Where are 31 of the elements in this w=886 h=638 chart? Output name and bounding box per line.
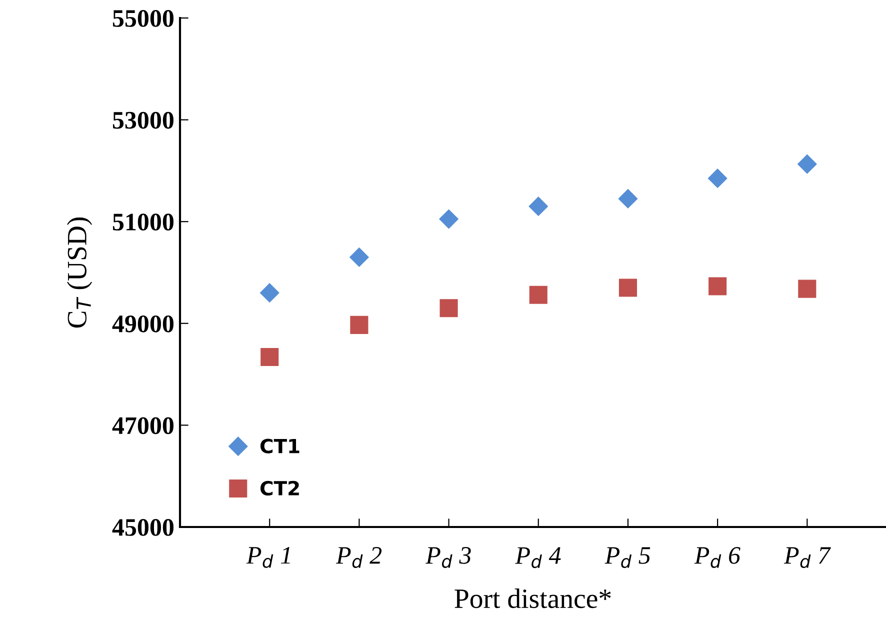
y-tick-label: 55000 [112,10,174,27]
y-axis-title: C$_{T}$ (USD) [66,218,92,328]
x-tick-label: P$_{d}$ 6 [694,547,740,568]
point [798,280,816,298]
point [349,247,370,268]
y-tick-label: 51000 [112,214,174,231]
legend-label: CT2 [260,480,299,496]
x-tick-label: P$_{d}$ 5 [604,547,650,568]
point [350,316,368,334]
point [529,286,548,304]
x-tick-label: P$_{d}$ 2 [336,547,382,568]
y-tick-label: 53000 [112,112,174,129]
x-axis-title: Port distance* [454,588,611,608]
y-tick-label: 47000 [112,417,174,434]
x-tick-label: P$_{d}$ 3 [426,547,471,568]
x-tick-label: P$_{d}$ 4 [515,547,561,568]
point [618,278,637,297]
point [438,209,459,229]
x-tick-label: P$_{d}$ 7 [784,547,831,568]
point [797,154,817,174]
point [260,348,279,366]
point [528,196,548,216]
y-tick-label: 45000 [112,519,174,536]
y-tick-label: 49000 [112,315,174,332]
legend-label: CT1 [260,438,300,454]
point [708,168,728,188]
point [440,299,458,318]
point [260,283,280,303]
point [618,188,638,209]
point [708,277,727,296]
x-tick-label: P$_{d}$ 1 [246,547,290,568]
